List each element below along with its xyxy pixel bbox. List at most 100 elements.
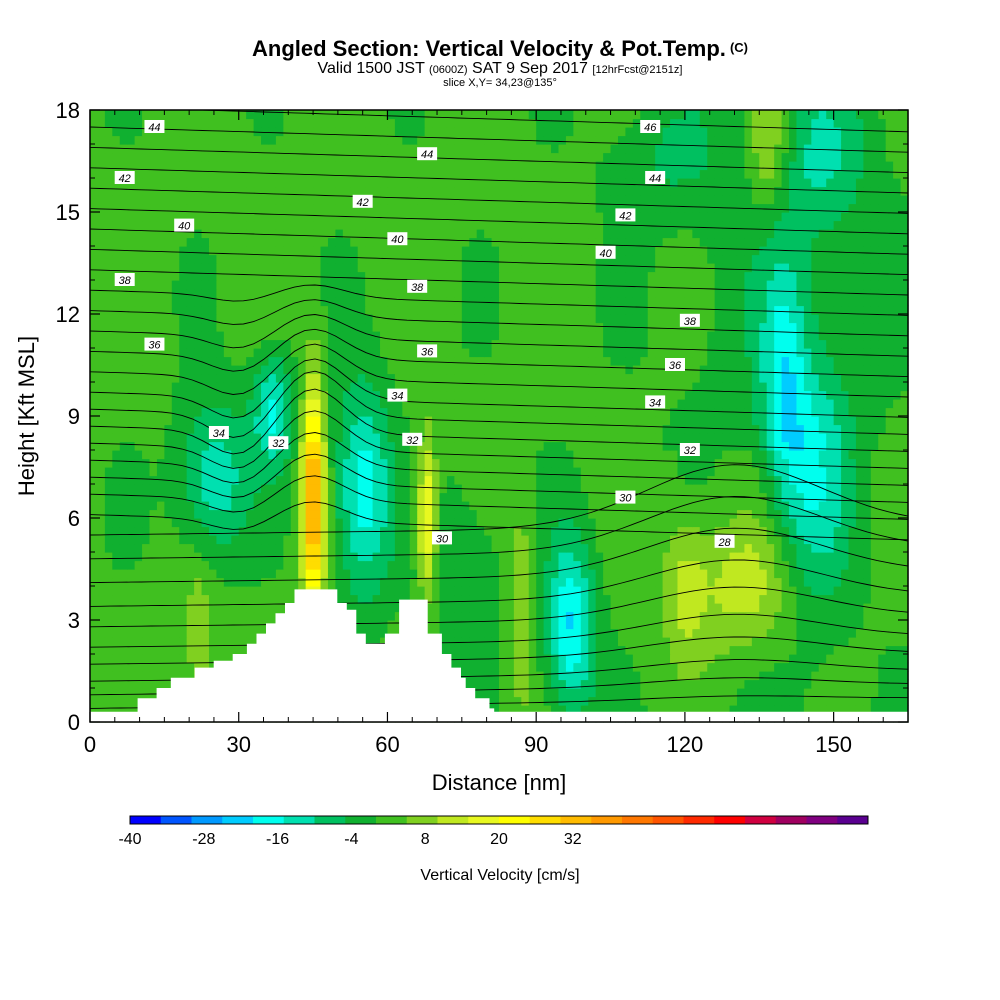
field-cell bbox=[841, 339, 850, 349]
field-cell bbox=[803, 339, 812, 349]
field-cell bbox=[707, 348, 716, 358]
field-cell bbox=[751, 560, 760, 570]
field-cell bbox=[208, 331, 218, 341]
field-cell bbox=[543, 407, 552, 417]
field-cell bbox=[394, 586, 403, 596]
field-cell bbox=[811, 705, 820, 715]
field-cell bbox=[90, 594, 99, 604]
field-cell bbox=[90, 518, 99, 528]
field-cell bbox=[818, 365, 827, 375]
field-cell bbox=[231, 509, 240, 519]
field-cell bbox=[194, 382, 203, 392]
field-cell bbox=[536, 679, 545, 689]
field-cell bbox=[365, 628, 374, 638]
field-cell bbox=[387, 450, 396, 460]
field-cell bbox=[290, 390, 299, 400]
field-cell bbox=[387, 586, 396, 596]
field-cell bbox=[528, 509, 537, 519]
field-cell bbox=[826, 688, 835, 698]
field-cell bbox=[536, 348, 545, 358]
field-cell bbox=[543, 654, 552, 664]
field-cell bbox=[186, 552, 195, 562]
field-cell bbox=[588, 356, 597, 366]
field-cell bbox=[387, 560, 396, 570]
field-cell bbox=[253, 331, 262, 341]
field-cell bbox=[759, 620, 768, 630]
field-cell bbox=[744, 518, 753, 528]
field-cell bbox=[543, 475, 552, 485]
field-cell bbox=[469, 611, 478, 621]
field-cell bbox=[662, 671, 671, 681]
field-cell bbox=[387, 535, 396, 545]
field-cell bbox=[402, 450, 411, 460]
field-cell bbox=[342, 373, 351, 383]
field-cell bbox=[327, 441, 336, 451]
field-cell bbox=[736, 339, 745, 349]
field-cell bbox=[603, 577, 612, 587]
field-cell bbox=[335, 518, 344, 528]
field-cell bbox=[789, 399, 798, 409]
field-cell bbox=[246, 441, 255, 451]
field-cell bbox=[476, 518, 485, 528]
field-cell bbox=[394, 339, 403, 349]
field-cell bbox=[298, 518, 307, 528]
field-cell bbox=[119, 475, 128, 485]
field-cell bbox=[841, 416, 850, 426]
field-cell bbox=[580, 569, 589, 579]
field-cell bbox=[670, 603, 679, 613]
field-cell bbox=[246, 586, 255, 596]
field-cell bbox=[670, 705, 679, 715]
field-cell bbox=[149, 535, 158, 545]
field-cell bbox=[818, 399, 827, 409]
field-cell bbox=[350, 348, 359, 358]
field-cell bbox=[551, 637, 560, 647]
field-cell bbox=[238, 526, 247, 536]
field-cell bbox=[313, 399, 322, 409]
field-cell bbox=[521, 526, 530, 536]
field-cell bbox=[528, 518, 537, 528]
field-cell bbox=[476, 365, 485, 375]
field-cell bbox=[744, 407, 753, 417]
field-cell bbox=[714, 543, 723, 553]
field-cell bbox=[261, 569, 270, 579]
field-cell bbox=[870, 458, 879, 468]
field-cell bbox=[536, 339, 545, 349]
field-cell bbox=[216, 365, 225, 375]
field-cell bbox=[878, 348, 887, 358]
field-cell bbox=[893, 416, 902, 426]
field-cell bbox=[171, 407, 180, 417]
field-cell bbox=[194, 654, 203, 664]
field-cell bbox=[863, 484, 872, 494]
field-cell bbox=[372, 611, 381, 621]
field-cell bbox=[261, 560, 270, 570]
field-cell bbox=[521, 688, 530, 698]
field-cell bbox=[662, 382, 671, 392]
field-cell bbox=[677, 526, 686, 536]
field-cell bbox=[156, 560, 165, 570]
field-cell bbox=[789, 433, 798, 443]
field-cell bbox=[848, 679, 857, 689]
field-cell bbox=[216, 594, 225, 604]
field-cell bbox=[662, 458, 671, 468]
field-cell bbox=[313, 484, 322, 494]
field-cell bbox=[439, 492, 448, 502]
field-cell bbox=[506, 467, 515, 477]
field-cell bbox=[164, 441, 173, 451]
field-cell bbox=[870, 628, 879, 638]
field-cell bbox=[789, 501, 798, 511]
field-cell bbox=[506, 416, 515, 426]
field-cell bbox=[826, 560, 835, 570]
field-cell bbox=[246, 382, 255, 392]
field-cell bbox=[320, 331, 329, 341]
field-cell bbox=[469, 416, 478, 426]
field-cell bbox=[610, 390, 619, 400]
field-cell bbox=[223, 339, 232, 349]
field-cell bbox=[365, 450, 374, 460]
field-cell bbox=[156, 365, 165, 375]
field-cell bbox=[662, 518, 671, 528]
field-cell bbox=[647, 390, 656, 400]
field-cell bbox=[818, 637, 827, 647]
field-cell bbox=[558, 339, 567, 349]
field-cell bbox=[588, 424, 597, 434]
field-cell bbox=[469, 662, 478, 672]
